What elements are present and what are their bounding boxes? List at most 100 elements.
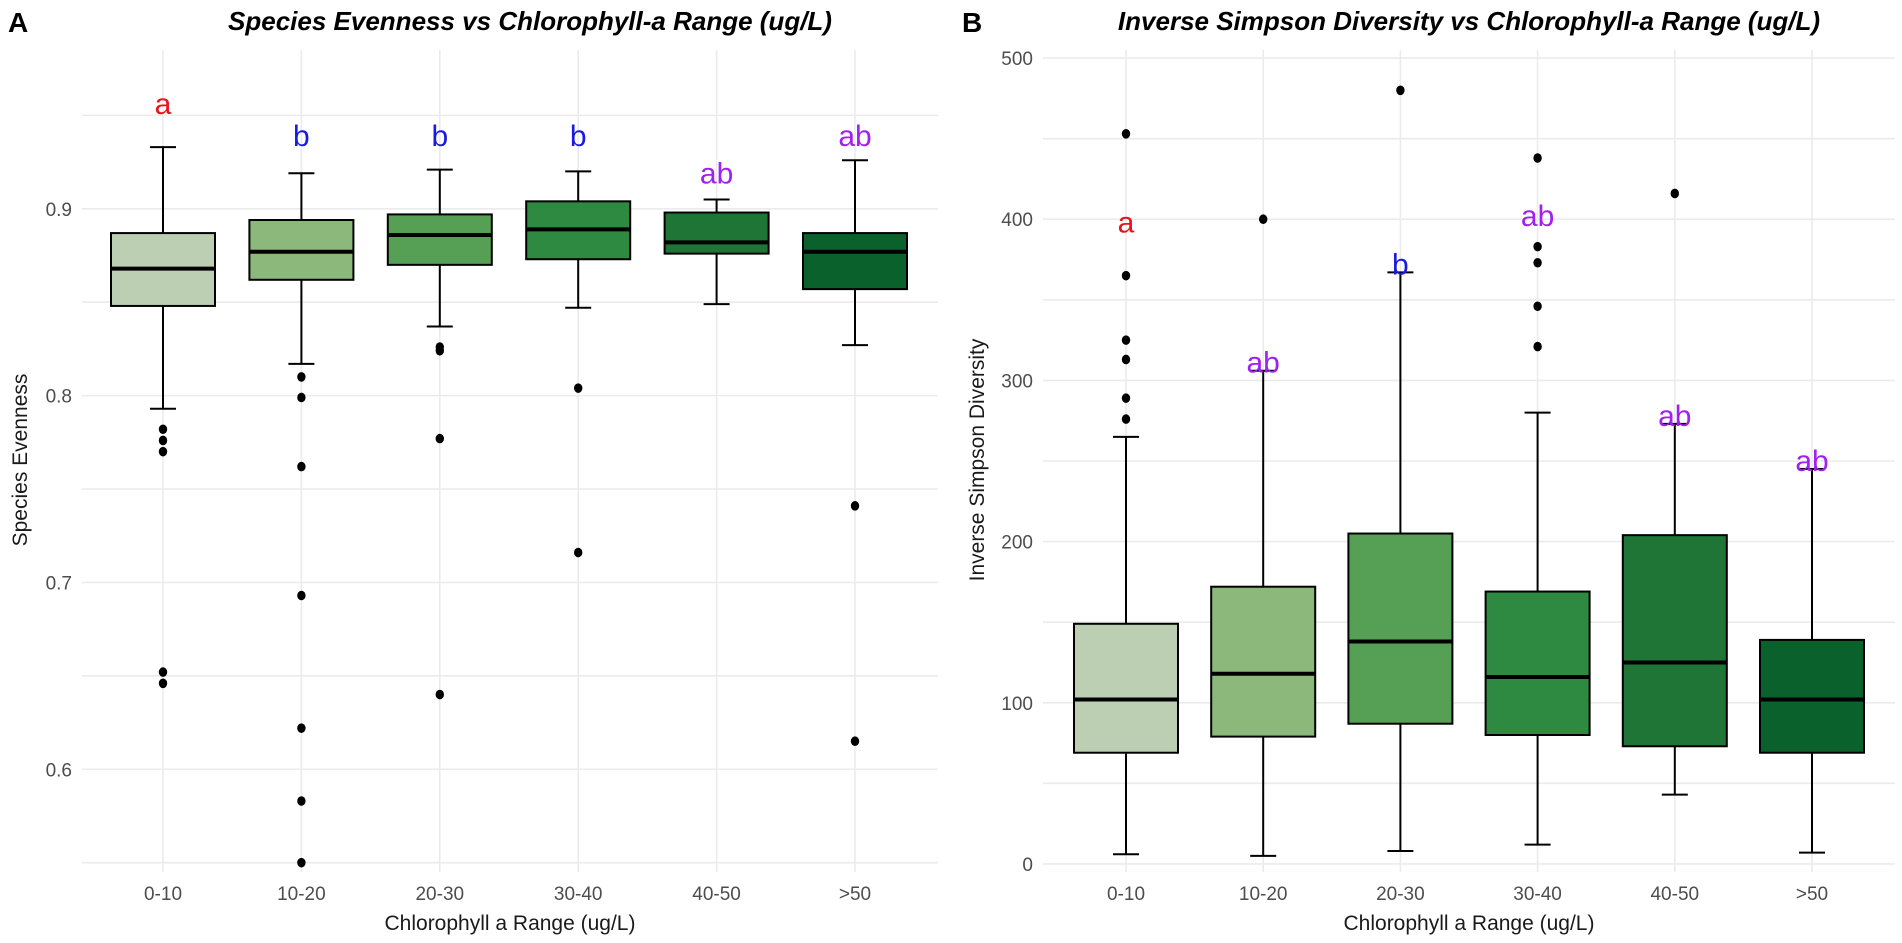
outlier-point [1121,393,1131,403]
panel-b-x-axis-title: Chlorophyll a Range (ug/L) [1344,912,1595,935]
outlier-point [1670,188,1680,199]
panel-b-significance-letter: ab [1521,200,1554,233]
panel-a-x-tick-label: 10-20 [277,884,326,905]
outlier-point [1121,270,1131,281]
outlier-point [297,796,306,806]
panel-b-x-tick-label: >50 [1796,884,1828,905]
outlier-point [1121,354,1131,365]
box-iqr [1073,622,1179,754]
panel-a-significance-letter: b [431,120,448,153]
panel-a-y-tick-label: 0.9 [46,200,72,221]
panel-b-box-5 [1759,468,1865,854]
panel-b-y-tick-label: 0 [1022,855,1033,876]
box-iqr [1759,638,1865,754]
panel-b-x-tick-label: 20-30 [1376,884,1425,905]
panel-b-y-tick-label: 500 [1001,49,1033,70]
box-iqr [1347,532,1454,725]
box-iqr [802,232,908,291]
outlier-point [1533,241,1542,252]
outlier-point [435,689,444,700]
panel-a-y-tick-label: 0.7 [46,573,72,594]
outlier-point [1396,85,1405,96]
panel-b-significance-letter: b [1392,248,1409,281]
panel-a-x-axis-title: Chlorophyll a Range (ug/L) [385,912,636,935]
outlier-point [574,547,583,558]
panel-a-box-2 [386,168,493,700]
panel-b-significance-letter: ab [1658,400,1691,433]
panel-b-box-0 [1073,129,1179,856]
outlier-point [435,345,444,356]
panel-b-y-tick-label: 400 [1001,210,1033,231]
panel-b-x-tick-label: 0-10 [1107,884,1145,905]
panel-a-x-tick-label: >50 [839,884,871,905]
panel-b-significance-letter: a [1118,206,1135,239]
panel-b-y-axis-title: Inverse Simpson Diversity [966,338,989,581]
outlier-point [1533,301,1542,312]
panel-a-box-1 [248,172,355,868]
box-iqr [1210,585,1317,738]
panel-b-box-2 [1347,85,1454,853]
panel-a-significance-letter: ab [838,120,871,153]
outlier-point [1533,257,1542,268]
outlier-point [158,435,168,446]
outlier-point [158,678,168,689]
panel-a-x-tick-label: 20-30 [415,884,464,905]
panel-a-tag: A [8,7,28,38]
outlier-point [1121,335,1131,345]
panel-b-marks: a ab b ab ab ab [1073,85,1865,857]
outlier-point [158,667,168,677]
panel-b-x-tick-label: 40-50 [1650,884,1699,905]
outlier-point [158,424,168,435]
panel-b-significance-letter: ab [1247,347,1280,380]
panel-b-box-4 [1621,188,1728,796]
panel-a-significance-letter: b [293,120,310,153]
outlier-point [435,433,444,444]
panel-b-x-tick-label: 10-20 [1239,884,1288,905]
outlier-point [1259,214,1268,225]
panel-b-significance-letter: ab [1795,445,1828,478]
outlier-point [297,392,306,403]
box-iqr [386,213,493,266]
outlier-point [1121,414,1131,424]
panel-a-x-tick-label: 0-10 [144,884,182,905]
panel-a-box-0 [110,146,216,689]
panel-b-tag: B [962,7,982,38]
panel-a-grid [82,50,938,872]
outlier-point [158,446,168,457]
panel-a-y-axis-title: Species Evenness [9,374,32,547]
box-iqr [1621,534,1728,748]
outlier-point [297,461,306,472]
panel-a-box-3 [525,170,632,558]
panel-b-ticks: 0 100 200 300 400 500 0-10 10-20 20-30 30-40 40-50… [1001,49,1828,905]
panel-a-significance-letter: ab [700,157,733,190]
panel-a-significance-letter: b [570,120,587,153]
outlier-point [1533,153,1542,163]
outlier-point [1121,129,1131,139]
panel-a-ticks: 0.6 0.7 0.8 0.9 0-10 10-20 20-30 30-40 40-50 >50 [46,200,872,905]
outlier-point [850,501,860,511]
panel-b-y-tick-label: 300 [1001,371,1033,392]
panel-a-x-tick-label: 30-40 [554,884,603,905]
panel-b-y-tick-label: 200 [1001,533,1033,554]
panel-b: B Inverse Simpson Diversity vs Chlorophy… [962,6,1895,935]
outlier-point [297,857,306,868]
panel-b-y-tick-label: 100 [1001,694,1033,715]
panel-b-box-3 [1484,153,1591,846]
outlier-point [1533,341,1542,352]
panel-a-title: Species Evenness vs Chlorophyll-a Range … [228,6,832,36]
panel-a: A Species Evenness vs Chlorophyll-a Rang… [8,6,938,935]
panel-b-title: Inverse Simpson Diversity vs Chlorophyll… [1118,6,1820,36]
outlier-point [297,372,306,382]
panel-a-box-5 [802,159,908,747]
panel-a-y-tick-label: 0.6 [46,760,72,781]
outlier-point [574,383,583,393]
outlier-point [850,736,860,747]
panel-b-box-1 [1210,214,1317,857]
box-iqr [1484,590,1591,736]
outlier-point [297,590,306,601]
panel-a-y-tick-label: 0.8 [46,387,72,408]
panel-a-significance-letter: a [155,88,172,121]
outlier-point [297,723,306,733]
